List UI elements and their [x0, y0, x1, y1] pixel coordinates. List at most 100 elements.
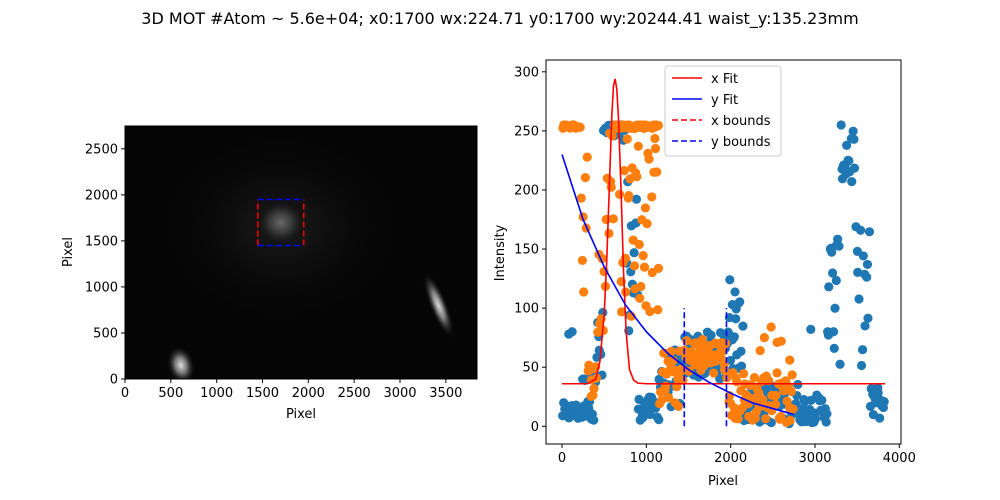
scatter-point — [787, 370, 797, 380]
image-ytick-label: 0 — [110, 373, 118, 388]
profile-ytick-label: 200 — [514, 183, 539, 198]
scatter-point — [748, 394, 758, 404]
legend-label-x-fit: x Fit — [711, 72, 738, 87]
scatter-point — [829, 343, 839, 353]
scatter-point — [731, 314, 741, 324]
image-xtick-label: 500 — [158, 386, 183, 401]
scatter-point — [764, 375, 774, 386]
scatter-point — [653, 263, 664, 273]
profile-xtick-label: 4000 — [883, 451, 916, 466]
scatter-point — [761, 414, 771, 424]
image-xtick-label: 3000 — [383, 386, 416, 401]
scatter-point — [607, 131, 617, 141]
scatter-point — [729, 332, 739, 342]
scatter-point — [639, 262, 650, 272]
scatter-point — [738, 321, 748, 331]
scatter-point — [654, 415, 664, 425]
scatter-point — [652, 167, 662, 177]
image-ytick-label: 2500 — [85, 142, 118, 157]
profile-xtick-label: 0 — [558, 451, 566, 466]
fit-line-y — [561, 154, 795, 416]
profile-axes: 0 1000 2000 3000 4000 0 50 100 150 200 250 300 Pixe… — [493, 59, 916, 489]
scatter-point — [771, 399, 781, 409]
legend-label-x-bounds: x bounds — [711, 114, 771, 129]
figure-title: 3D MOT #Atom ~ 5.6e+04; x0:1700 wx:224.7… — [141, 9, 858, 29]
image-ylabel: Pixel — [61, 237, 76, 267]
image-xtick-label: 3500 — [429, 386, 462, 401]
scatter-point — [621, 287, 631, 297]
scatter-point — [629, 248, 639, 258]
scatter-point — [715, 328, 726, 338]
scatter-point — [735, 297, 745, 307]
image-frame — [124, 125, 478, 380]
scatter-point — [642, 219, 652, 229]
scatter-point — [725, 275, 735, 285]
profile-xtick-label: 3000 — [798, 451, 831, 466]
profile-xtick-label: 2000 — [714, 451, 747, 466]
scatter-point — [644, 154, 654, 164]
profile-ytick-label: 150 — [514, 243, 539, 258]
image-ytick-label: 500 — [93, 326, 118, 341]
scatter-point — [645, 306, 655, 317]
scatter-point — [842, 140, 852, 150]
image-axes: 0 500 1000 1500 2000 2500 3000 3500 0 500 1000 1500… — [61, 125, 478, 422]
scatter-point — [849, 163, 860, 173]
scatter-point — [575, 122, 585, 132]
scatter-point — [638, 251, 648, 261]
image-xtick-label: 1000 — [200, 386, 233, 401]
scatter-point — [806, 395, 816, 405]
bright-spot — [166, 345, 196, 379]
scatter-point — [759, 333, 769, 343]
scatter-point — [606, 182, 616, 192]
scatter-point — [579, 287, 589, 297]
profile-xtick-label: 1000 — [630, 451, 663, 466]
scatter-point — [858, 251, 868, 261]
image-xtick-label: 0 — [121, 386, 129, 401]
scatter-point — [631, 194, 642, 204]
scatter-point — [576, 193, 586, 203]
scatter-point — [766, 322, 776, 332]
scatter-point — [668, 356, 678, 366]
scatter-point — [633, 141, 643, 151]
scatter-point — [879, 396, 889, 407]
scatter-point — [785, 355, 795, 365]
profile-xlabel: Pixel — [708, 474, 738, 489]
scatter-point — [855, 225, 866, 235]
scatter-point — [749, 373, 760, 383]
image-xlabel: Pixel — [286, 407, 316, 422]
scatter-point — [732, 377, 742, 387]
scatter-point — [730, 287, 740, 297]
scatter-point — [614, 189, 625, 200]
scatter-point — [862, 259, 873, 270]
scatter-point — [650, 133, 660, 144]
scatter-point — [864, 227, 875, 237]
profile-frame — [545, 59, 902, 445]
scatter-point — [619, 166, 629, 176]
image-xtick-label: 2000 — [292, 386, 325, 401]
scatter-point — [824, 282, 834, 292]
scatter-point — [810, 414, 821, 424]
scatter-point — [616, 307, 627, 317]
image-ytick-label: 1000 — [85, 280, 118, 295]
scatter-point — [589, 383, 599, 394]
scatter-point — [776, 411, 786, 422]
scatter-point — [629, 261, 640, 271]
scatter-point — [844, 156, 854, 166]
scatter-point — [755, 346, 765, 356]
scatter-point — [636, 281, 646, 292]
scatter-point — [831, 275, 841, 286]
scatter-point — [828, 327, 839, 337]
scatter-point — [854, 294, 864, 304]
atom-cloud — [254, 198, 307, 247]
scatter-point — [718, 346, 728, 356]
scatter-point — [588, 390, 598, 400]
scatter-point — [828, 268, 838, 278]
profile-ytick-label: 0 — [531, 420, 539, 435]
scatter-point — [733, 414, 743, 424]
scatter-point — [653, 120, 663, 131]
scatter-point — [754, 388, 764, 398]
scatter-point — [634, 239, 644, 250]
scatter-point — [678, 375, 688, 385]
profile-ytick-label: 250 — [514, 124, 539, 139]
scatter-point — [653, 305, 663, 315]
